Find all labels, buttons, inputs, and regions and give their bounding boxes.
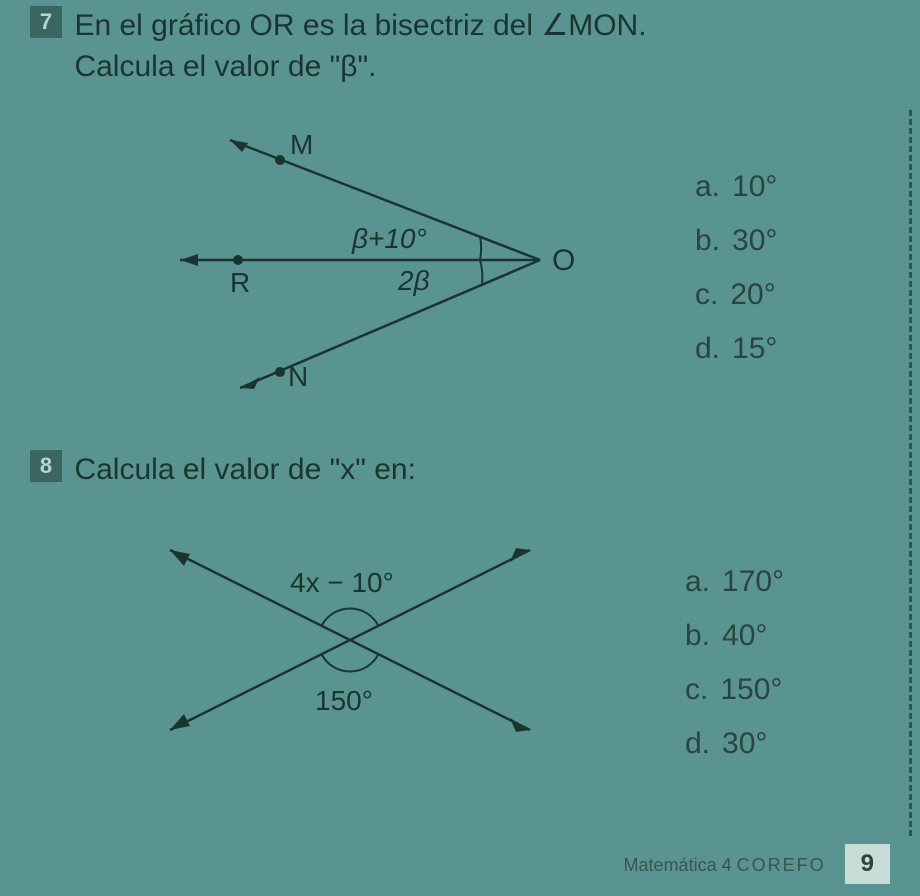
q7-line2: Calcula el valor de "β".: [74, 50, 376, 83]
footer-brand: COREFO: [737, 855, 826, 875]
q8-choice-b: b.40°: [685, 609, 784, 663]
q8-choice-a: a.170°: [685, 555, 784, 609]
label-M: M: [290, 129, 313, 160]
label-O: O: [552, 244, 575, 277]
q7-choice-c: c.20°: [695, 268, 777, 322]
label-N: N: [288, 361, 308, 392]
q8-number: 8: [30, 450, 62, 482]
q8-text: Calcula el valor de "x" en:: [74, 450, 415, 491]
q7-choices: a.10° b.30° c.20° d.15°: [695, 160, 777, 376]
q7-diagram: M R O N β+10° 2β: [120, 120, 600, 410]
q7-choice-b: b.30°: [695, 214, 777, 268]
footer: Matemática 4 COREFO 9: [624, 844, 890, 884]
q8-choices: a.170° b.40° c.150° d.30°: [685, 555, 784, 771]
q7-number: 7: [30, 6, 62, 38]
footer-page: 9: [845, 844, 890, 884]
q7-choice-d: d.15°: [695, 322, 777, 376]
q8-diagram: 4x − 10° 150°: [130, 510, 570, 770]
q8-choice-c: c.150°: [685, 663, 784, 717]
angle-top: β+10°: [351, 223, 427, 254]
page-dashed-border: [909, 110, 912, 836]
q8-angle-top: 4x − 10°: [290, 567, 394, 598]
q7-choice-a: a.10°: [695, 160, 777, 214]
q7-text: En el gráfico OR es la bisectriz del ∠MO…: [74, 6, 646, 87]
q7-line1: En el gráfico OR es la bisectriz del ∠MO…: [74, 9, 646, 42]
q8-angle-bottom: 150°: [315, 685, 373, 716]
q8-choice-d: d.30°: [685, 717, 784, 771]
label-R: R: [230, 267, 250, 298]
angle-bottom: 2β: [397, 265, 430, 296]
footer-subject: Matemática 4: [624, 855, 732, 875]
